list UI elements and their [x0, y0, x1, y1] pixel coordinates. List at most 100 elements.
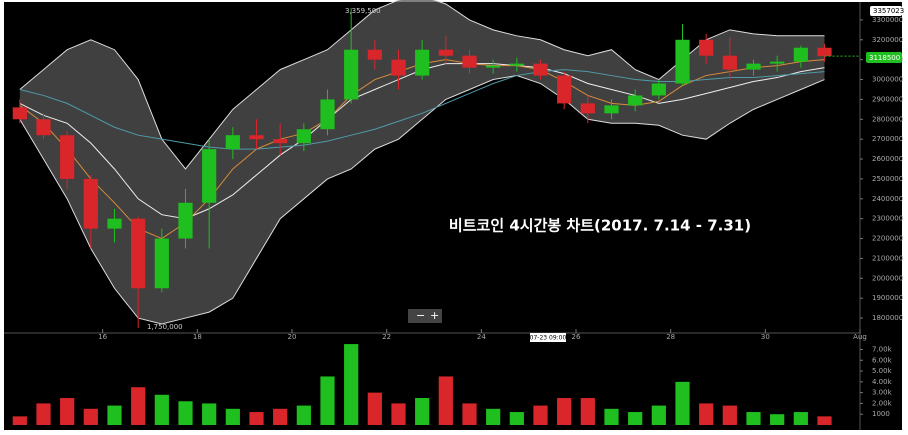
- y-tick-label: 2800000: [872, 115, 903, 123]
- y-tick-label: 1900000: [872, 294, 903, 302]
- y-tick-label: 2700000: [872, 135, 903, 143]
- y-tick-label: 2900000: [872, 95, 903, 103]
- volume-bar: [154, 394, 169, 425]
- volume-bar: [296, 405, 311, 425]
- x-tick-label: 16: [98, 333, 107, 341]
- candle-body: [320, 99, 335, 130]
- candle-body: [462, 55, 477, 68]
- volume-bar: [486, 408, 501, 425]
- y-tick-label: 2500000: [872, 175, 903, 183]
- candle-body: [533, 63, 548, 76]
- volume-bar: [178, 401, 193, 425]
- candle-body: [580, 103, 595, 114]
- candle-body: [770, 61, 785, 64]
- volume-bar: [202, 403, 217, 425]
- low-annotation: 1,750,000: [147, 323, 183, 331]
- volume-bar: [249, 412, 264, 425]
- candle-body: [557, 75, 572, 104]
- volume-bar: [36, 403, 51, 425]
- x-tick-label: 26: [572, 333, 581, 341]
- y-tick-label: 2000000: [872, 274, 903, 282]
- volume-tick-label: 4.00k: [872, 378, 893, 386]
- candle-body: [202, 149, 217, 203]
- volume-bar: [131, 387, 146, 425]
- x-tick-label: Aug: [853, 333, 867, 341]
- volume-tick-label: 1000: [872, 410, 890, 418]
- volume-bar: [793, 412, 808, 425]
- candle-body: [509, 63, 524, 66]
- high-annotation: 3,359,500: [345, 7, 381, 15]
- candle-body: [675, 39, 690, 84]
- zoom-out[interactable]: −: [416, 309, 425, 322]
- volume-bar: [509, 412, 524, 425]
- y-tick-label: 2400000: [872, 195, 903, 203]
- last-price-label: 3118500: [869, 54, 900, 62]
- volume-bar: [320, 376, 335, 425]
- overlay-line: [19, 0, 825, 170]
- candle-body: [344, 49, 359, 100]
- top-price-label: 3357023: [873, 7, 904, 15]
- y-tick-label: 3200000: [872, 36, 903, 44]
- volume-bar: [273, 408, 288, 425]
- volume-bar: [604, 408, 619, 425]
- candle-body: [83, 178, 98, 229]
- volume-bar: [225, 408, 240, 425]
- candle-body: [486, 65, 501, 68]
- candle-body: [60, 135, 75, 179]
- volume-bar: [12, 416, 27, 425]
- y-tick-label: 3000000: [872, 76, 903, 84]
- candle-body: [604, 105, 619, 114]
- y-tick-label: 2600000: [872, 155, 903, 163]
- volume-bar: [83, 408, 98, 425]
- zoom-box[interactable]: [408, 309, 442, 323]
- cursor-time-tag: [530, 333, 566, 342]
- volume-bar: [367, 392, 382, 425]
- candle-body: [36, 119, 51, 136]
- volume-bar: [344, 344, 359, 425]
- volume-tick-label: 6.00k: [872, 356, 893, 364]
- candle-body: [367, 49, 382, 60]
- volume-bar: [60, 398, 75, 425]
- volume-tick-label: 5.00k: [872, 367, 893, 375]
- candle-body: [746, 63, 761, 70]
- overlay-line: [19, 75, 825, 325]
- volume-bar: [651, 405, 666, 425]
- volume-bar: [580, 398, 595, 425]
- volume-bar: [438, 376, 453, 425]
- volume-bar: [746, 412, 761, 425]
- x-tick-label: 30: [761, 333, 770, 341]
- candle-body: [651, 83, 666, 96]
- candle-body: [107, 218, 122, 229]
- candle-body: [249, 135, 264, 140]
- candle-body: [438, 49, 453, 56]
- y-tick-label: 2200000: [872, 235, 903, 243]
- y-tick-label: 3300000: [872, 16, 903, 24]
- candle-body: [296, 129, 311, 144]
- volume-bar: [533, 405, 548, 425]
- volume-bar: [462, 403, 477, 425]
- volume-bar: [557, 398, 572, 425]
- band-fill: [19, 0, 825, 325]
- y-tick-label: 2300000: [872, 215, 903, 223]
- overlay-line: [19, 69, 825, 150]
- candle-body: [12, 107, 27, 120]
- candle-body: [391, 59, 406, 76]
- candle-body: [225, 135, 240, 150]
- zoom-in[interactable]: +: [430, 309, 439, 322]
- volume-bar: [391, 403, 406, 425]
- candle-body: [628, 95, 643, 106]
- volume-bar: [415, 398, 430, 425]
- volume-bar: [628, 412, 643, 425]
- x-tick-label: 28: [666, 333, 675, 341]
- volume-tick-label: 3.00k: [872, 389, 893, 397]
- volume-bar: [699, 403, 714, 425]
- candle-body: [699, 39, 714, 56]
- cursor-time-label: 07-23 09:00: [530, 335, 567, 342]
- x-tick-label: 20: [288, 333, 297, 341]
- candle-body: [273, 139, 288, 144]
- last-price-tag: [866, 52, 902, 63]
- volume-bar: [770, 414, 785, 425]
- candle-body: [131, 218, 146, 289]
- volume-bar: [675, 381, 690, 425]
